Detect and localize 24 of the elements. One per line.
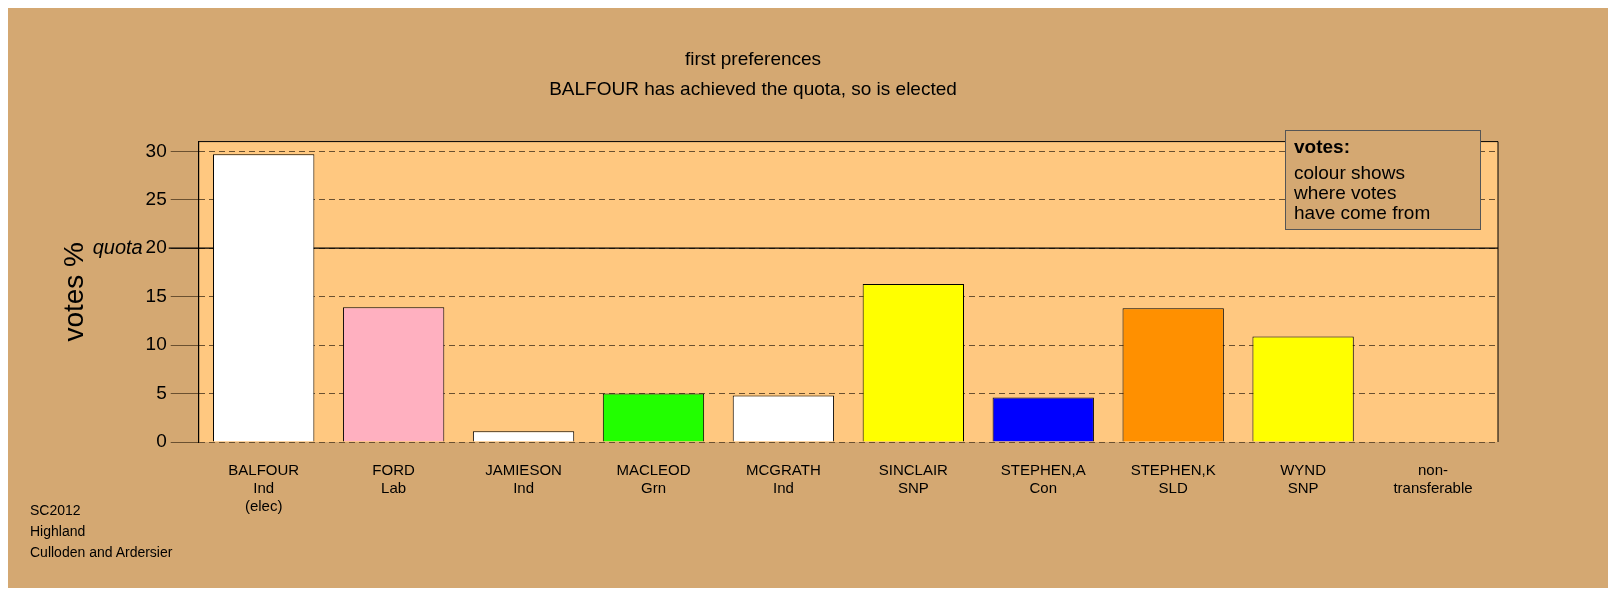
ref-line-label: quota: [92, 235, 143, 258]
x-tick-label: FORD Lab: [372, 461, 416, 497]
x-tick-label: MCGRATH Ind: [746, 461, 821, 497]
y-tick-label: 15: [145, 284, 167, 306]
chart-title: first preferences: [684, 47, 822, 69]
x-tick-label: BALFOUR Ind (elec): [228, 461, 300, 515]
x-tick-label: JAMIESON Ind: [485, 461, 562, 497]
y-tick-label: 5: [156, 381, 167, 403]
y-tick-label: 30: [145, 139, 167, 161]
y-tick-label: 25: [145, 187, 167, 209]
chart-subtitle: BALFOUR has achieved the quota, so is elected: [549, 78, 957, 100]
y-tick-label: 0: [156, 430, 167, 452]
x-tick-label: STEPHEN,K SLD: [1130, 461, 1216, 497]
y-tick-label: 20: [145, 236, 167, 258]
x-tick-label: SINCLAIR SNP: [878, 461, 949, 497]
y-tick-label: 10: [145, 333, 167, 355]
x-tick-label: WYND SNP: [1280, 461, 1327, 497]
y-axis-title: votes %: [57, 242, 89, 342]
x-tick-label: MACLEOD Grn: [616, 461, 691, 497]
annotation: votes:: [1294, 136, 1351, 157]
text: SC2012 Highland Culloden and Ardersier: [30, 501, 173, 562]
annotation: colour shows where votes have come from: [1294, 162, 1432, 223]
x-tick-label: STEPHEN,A Con: [1000, 461, 1086, 497]
x-tick-label: non- transferable: [1393, 461, 1473, 497]
